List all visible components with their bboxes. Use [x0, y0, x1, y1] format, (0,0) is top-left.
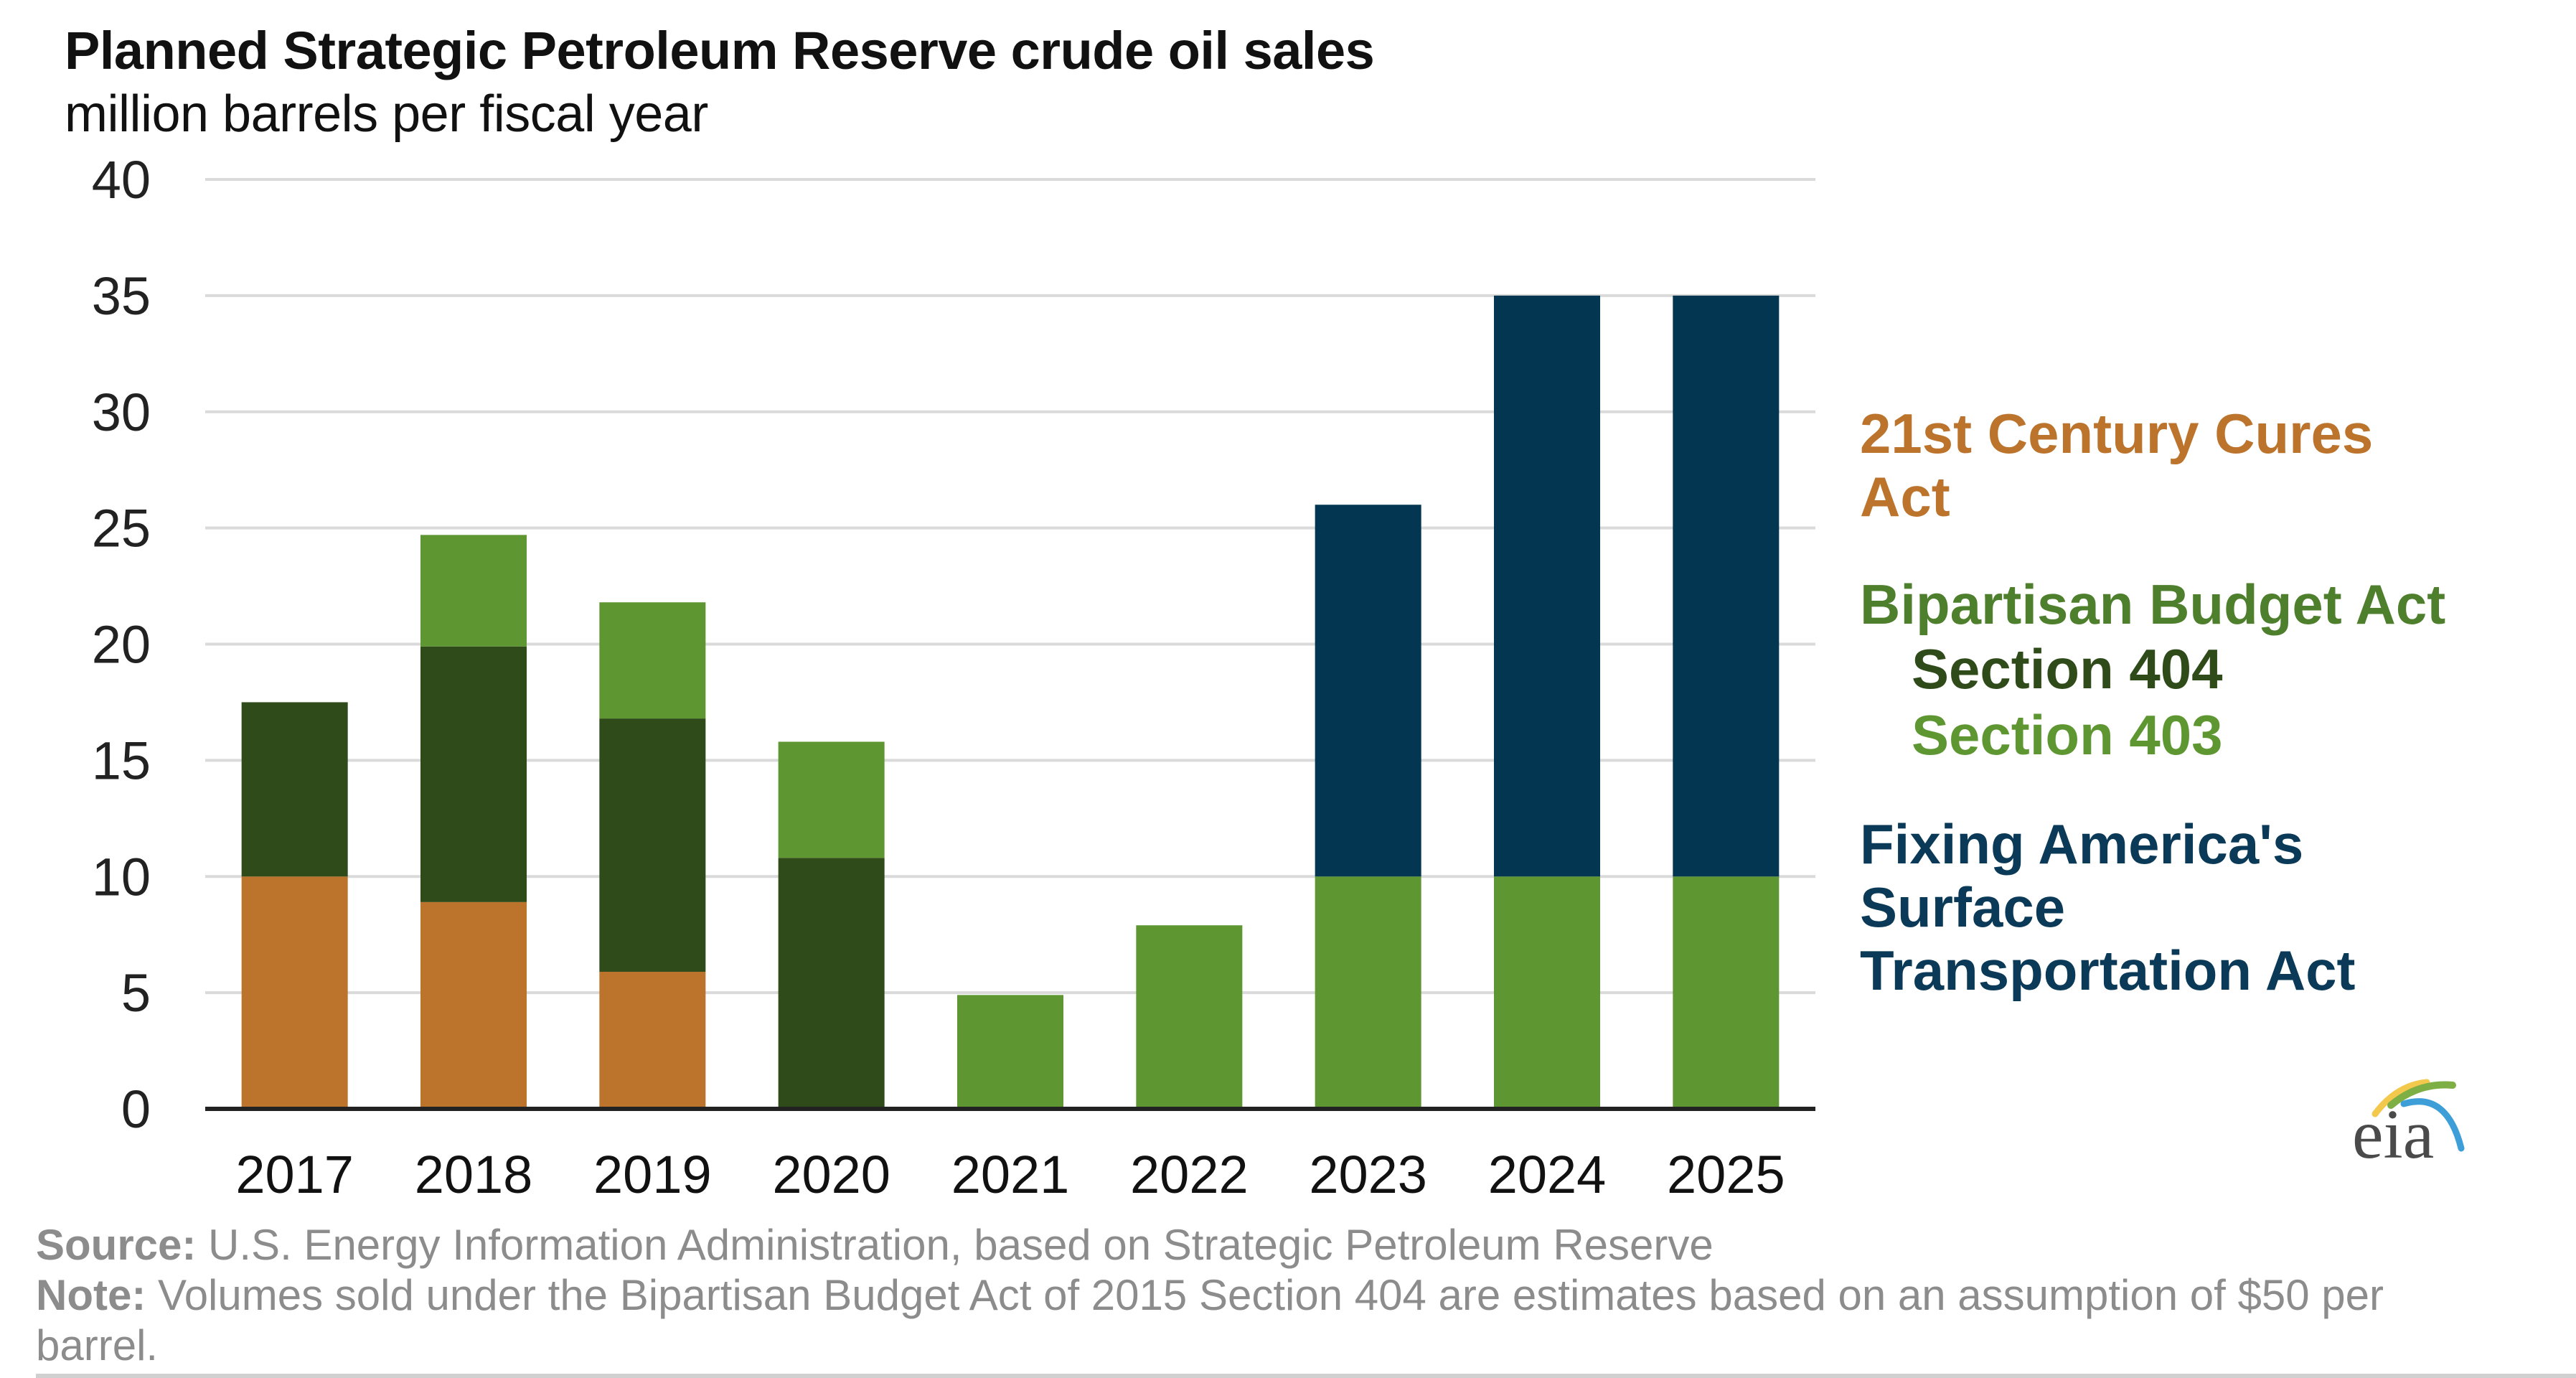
eia-logo-arcs-icon	[2371, 1079, 2465, 1152]
legend-cures-line1: 21st Century Cures	[1860, 402, 2374, 465]
x-tick-label: 2018	[415, 1145, 533, 1204]
bar-segment-sec403-2023	[1315, 876, 1421, 1109]
source-note: Source: U.S. Energy Information Administ…	[36, 1220, 1714, 1270]
y-tick-label: 35	[92, 266, 151, 326]
bar-segment-sec404-2018	[420, 646, 527, 902]
legend-fast: Fixing America's Surface Transportation …	[1860, 812, 2563, 1002]
y-tick-label: 25	[92, 499, 151, 558]
source-label: Source:	[36, 1221, 197, 1269]
bar-segment-sec403-2021	[957, 995, 1063, 1109]
bar-segment-cures-2019	[599, 971, 706, 1109]
note-continued: barrel.	[36, 1321, 159, 1369]
x-tick-label: 2021	[951, 1145, 1070, 1204]
y-axis-ticks: 0 5 10 15 20 25 30 35 40	[92, 150, 151, 1139]
bar-segment-sec403-2022	[1136, 925, 1243, 1109]
x-axis-ticks: 2017 2018 2019 2020 2021 2022 2023 2024 2025	[235, 1145, 1785, 1204]
note-label: Note:	[36, 1271, 146, 1319]
bar-segment-sec404-2020	[778, 858, 885, 1109]
x-tick-label: 2023	[1309, 1145, 1427, 1204]
y-tick-label: 20	[92, 615, 151, 675]
bar-segment-sec403-2020	[778, 741, 885, 858]
chart-subtitle: million barrels per fiscal year	[65, 85, 708, 143]
x-tick-label: 2024	[1488, 1145, 1607, 1204]
legend-fast-line1: Fixing America's	[1860, 812, 2304, 876]
bar-segment-sec403-2025	[1673, 876, 1780, 1109]
bar-segment-sec403-2019	[599, 602, 706, 719]
bar-segment-sec404-2017	[241, 702, 348, 877]
legend: 21st Century Cures Act Bipartisan Budget…	[1860, 402, 2563, 1046]
legend-cures: 21st Century Cures Act	[1860, 402, 2563, 528]
eia-logo-text: eia	[2352, 1096, 2435, 1173]
legend-sec403: Section 403	[1912, 703, 2223, 767]
x-tick-label: 2025	[1667, 1145, 1785, 1204]
bottom-divider	[36, 1374, 2576, 1378]
note: Note: Volumes sold under the Bipartisan …	[36, 1270, 2384, 1321]
bar-segment-cures-2017	[241, 876, 348, 1109]
y-tick-label: 40	[92, 150, 151, 210]
bar-segment-fast-2023	[1315, 505, 1421, 877]
legend-bba-label: Bipartisan Budget Act	[1860, 573, 2446, 636]
y-tick-label: 30	[92, 383, 151, 442]
legend-bba: Bipartisan Budget Act Section 404 Sectio…	[1860, 573, 2563, 768]
y-tick-label: 10	[92, 847, 151, 906]
bar-segment-fast-2025	[1673, 295, 1780, 877]
legend-sec404: Section 404	[1912, 637, 2223, 700]
y-tick-label: 5	[121, 963, 151, 1023]
source-text: U.S. Energy Information Administration, …	[196, 1221, 1714, 1269]
y-tick-label: 15	[92, 731, 151, 790]
legend-fast-line3: Transportation Act	[1860, 939, 2356, 1002]
chart-title: Planned Strategic Petroleum Reserve crud…	[65, 21, 1375, 80]
x-tick-label: 2017	[235, 1145, 354, 1204]
y-tick-label: 0	[121, 1079, 151, 1139]
bar-segment-sec404-2019	[599, 718, 706, 972]
legend-cures-line2: Act	[1860, 465, 1950, 528]
x-tick-label: 2020	[772, 1145, 890, 1204]
x-tick-label: 2022	[1130, 1145, 1249, 1204]
bar-segment-cures-2018	[420, 901, 527, 1109]
bar-segment-sec403-2024	[1494, 876, 1600, 1109]
legend-fast-line2: Surface	[1860, 876, 2066, 939]
bars	[241, 295, 1780, 1109]
bar-segment-fast-2024	[1494, 295, 1600, 877]
bar-segment-sec403-2018	[420, 535, 527, 647]
eia-logo: eia	[2346, 1069, 2476, 1177]
note-text: Volumes sold under the Bipartisan Budget…	[146, 1271, 2384, 1319]
x-tick-label: 2019	[593, 1145, 712, 1204]
